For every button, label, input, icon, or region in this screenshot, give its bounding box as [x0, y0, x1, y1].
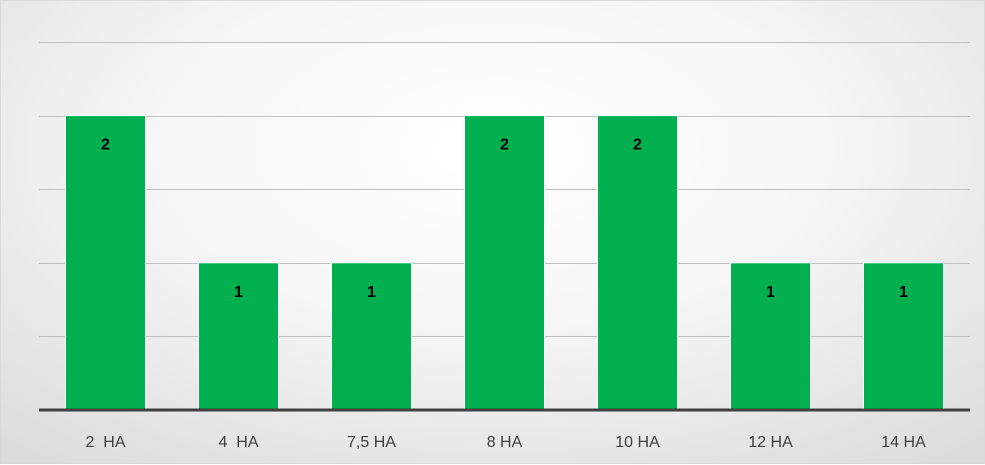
data-label: 1	[367, 284, 376, 301]
bar	[730, 262, 811, 411]
data-label: 1	[234, 284, 243, 301]
data-label: 2	[500, 137, 509, 154]
x-tick-label: 2 HA	[85, 434, 125, 451]
x-tick-label: 7,5 HA	[347, 434, 396, 451]
x-tick-label: 10 HA	[615, 434, 660, 451]
x-tick-label: 12 HA	[748, 434, 793, 451]
bar	[198, 262, 279, 411]
data-label: 2	[633, 137, 642, 154]
x-tick-label: 8 HA	[487, 434, 523, 451]
data-label: 1	[766, 284, 775, 301]
x-tick-label: 14 HA	[881, 434, 926, 451]
data-labels: 2 1 1 2 2 1 1	[101, 137, 908, 301]
data-label: 2	[101, 137, 110, 154]
bar	[597, 115, 678, 411]
x-tick-label: 4 HA	[218, 434, 258, 451]
x-tick-labels: 2 HA 4 HA 7,5 HA 8 HA 10 HA 12 HA 14 HA	[85, 434, 926, 451]
data-label: 1	[899, 284, 908, 301]
bar	[863, 262, 944, 411]
bar	[464, 115, 545, 411]
bars	[65, 115, 944, 411]
bar	[65, 115, 146, 411]
